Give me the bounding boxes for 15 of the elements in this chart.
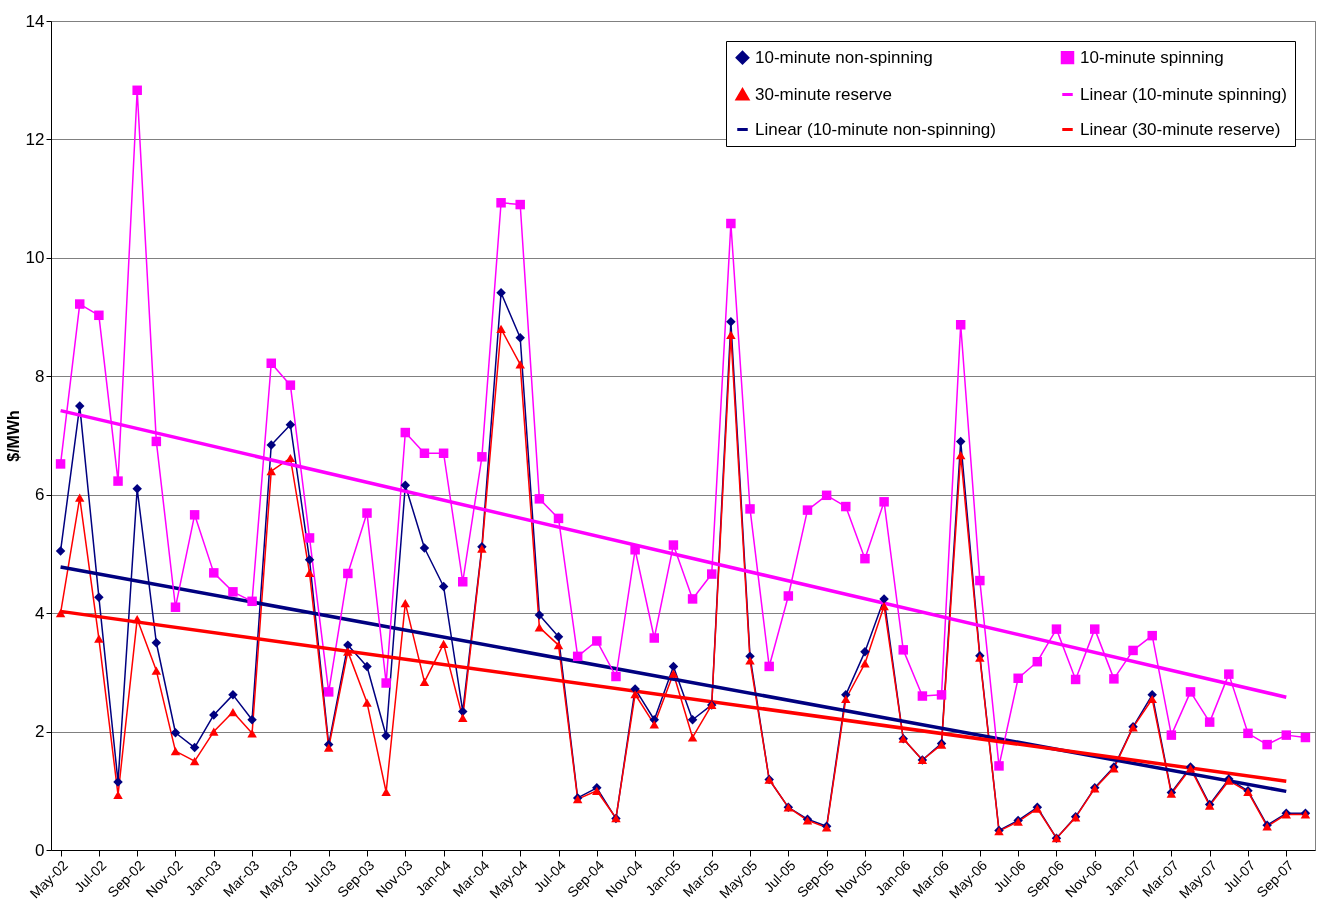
y-tick-label: 4 — [35, 603, 45, 623]
legend-label: Linear (10-minute spinning) — [1080, 84, 1287, 104]
legend-label: 30-minute reserve — [755, 84, 893, 104]
y-tick-label: 8 — [35, 366, 45, 386]
legend-label: 10-minute non-spinning — [755, 47, 933, 67]
y-tick-label: 2 — [35, 722, 45, 742]
y-tick-label: 14 — [25, 11, 45, 31]
y-tick-label: 10 — [25, 248, 45, 268]
y-tick-label: 0 — [35, 840, 45, 860]
legend-label: 10-minute spinning — [1080, 47, 1224, 67]
legend-label: Linear (10-minute non-spinning) — [755, 119, 996, 139]
legend-label: Linear (30-minute reserve) — [1080, 119, 1281, 139]
y-axis-title: $/MWh — [4, 410, 22, 462]
y-tick-label: 12 — [25, 129, 45, 149]
y-tick-label: 6 — [35, 485, 45, 505]
